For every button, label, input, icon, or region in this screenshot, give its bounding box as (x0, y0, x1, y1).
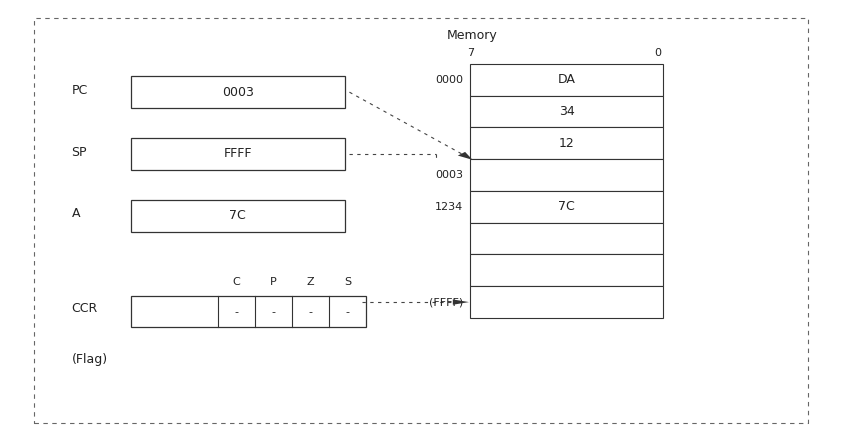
Bar (470, 191, 663, 223)
Text: 34: 34 (559, 105, 574, 118)
Bar (131, 76, 345, 108)
Text: SP: SP (72, 146, 87, 159)
Bar (131, 296, 366, 327)
Bar (470, 254, 663, 286)
Text: -: - (271, 307, 275, 317)
Text: -: - (308, 307, 312, 317)
Bar (470, 96, 663, 127)
Text: 7C: 7C (230, 209, 246, 222)
Text: 1234: 1234 (434, 202, 463, 212)
Text: (Flag): (Flag) (72, 353, 108, 366)
Text: 0: 0 (654, 48, 661, 58)
Text: 7C: 7C (558, 200, 575, 213)
Text: S: S (344, 277, 351, 287)
Text: 0000: 0000 (435, 75, 463, 85)
Bar (470, 64, 663, 96)
Text: -: - (346, 307, 349, 317)
Bar (131, 200, 345, 232)
Text: A: A (72, 207, 80, 220)
Text: 7: 7 (467, 48, 474, 58)
Text: 12: 12 (559, 137, 574, 150)
Text: CCR: CCR (72, 302, 98, 315)
Text: -: - (234, 307, 238, 317)
Polygon shape (458, 152, 472, 160)
Text: DA: DA (557, 73, 576, 86)
Bar (470, 286, 663, 318)
Text: (FFFF): (FFFF) (429, 297, 463, 307)
Bar (470, 159, 663, 191)
Text: PC: PC (72, 84, 88, 97)
Text: FFFF: FFFF (224, 147, 252, 161)
Text: C: C (232, 277, 240, 287)
Bar (470, 223, 663, 254)
Text: 0003: 0003 (222, 86, 253, 99)
Bar (131, 138, 345, 170)
Polygon shape (453, 299, 469, 305)
Text: Z: Z (306, 277, 314, 287)
Text: P: P (270, 277, 277, 287)
Text: Memory: Memory (446, 29, 497, 42)
Text: 0003: 0003 (435, 170, 463, 180)
Bar (470, 127, 663, 159)
